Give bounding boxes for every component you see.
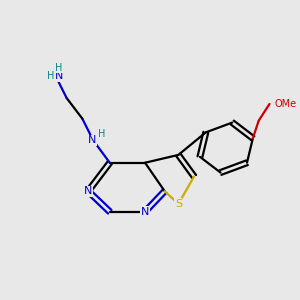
Text: H: H: [55, 63, 62, 73]
Text: N: N: [88, 135, 96, 145]
Text: H: H: [98, 129, 106, 139]
Text: OMe: OMe: [274, 99, 296, 109]
Text: N: N: [141, 207, 149, 217]
Text: H: H: [47, 71, 55, 82]
Text: N: N: [55, 71, 63, 82]
Text: S: S: [175, 199, 182, 209]
Text: N: N: [84, 186, 92, 196]
